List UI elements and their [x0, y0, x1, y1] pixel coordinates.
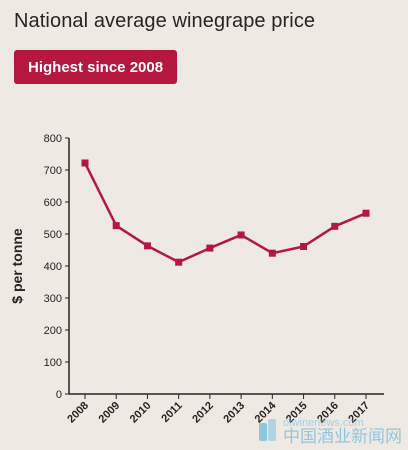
x-tick-label: 2008 [65, 400, 91, 426]
watermark-url: oiwinenews.com [283, 417, 364, 429]
x-tick-label: 2010 [128, 400, 154, 426]
y-tick-label: 700 [44, 165, 62, 177]
data-point [331, 222, 339, 230]
x-tick-label: 2012 [190, 400, 216, 426]
data-point [237, 231, 245, 239]
x-tick-label: 2013 [221, 400, 247, 426]
series-line [83, 162, 367, 264]
watermark: oiwinenews.com 中国酒业新闻网 [259, 418, 402, 446]
y-tick-label: 300 [44, 293, 62, 305]
y-tick-label: 400 [44, 261, 62, 273]
y-tick-label: 600 [44, 197, 62, 209]
y-tick-label: 0 [56, 389, 62, 401]
data-point [206, 244, 214, 252]
x-tick-label: 2011 [159, 400, 184, 425]
data-point [268, 249, 276, 257]
watermark-logo-icon [259, 419, 277, 445]
y-axis-label: $ per tonne [9, 228, 25, 304]
y-tick-label: 800 [44, 133, 62, 145]
highlight-badge: Highest since 2008 [14, 50, 178, 84]
data-point [175, 258, 183, 266]
y-tick-label: 500 [44, 229, 62, 241]
data-point [143, 242, 151, 250]
data-point [81, 159, 89, 167]
data-point [300, 242, 308, 250]
data-point [112, 222, 120, 230]
watermark-name: 中国酒业新闻网 [283, 427, 402, 447]
y-tick-label: 200 [44, 325, 62, 337]
y-tick-label: 100 [44, 357, 62, 369]
data-point [362, 209, 370, 217]
x-tick-label: 2009 [97, 400, 123, 426]
chart-title: National average winegrape price [14, 10, 316, 32]
